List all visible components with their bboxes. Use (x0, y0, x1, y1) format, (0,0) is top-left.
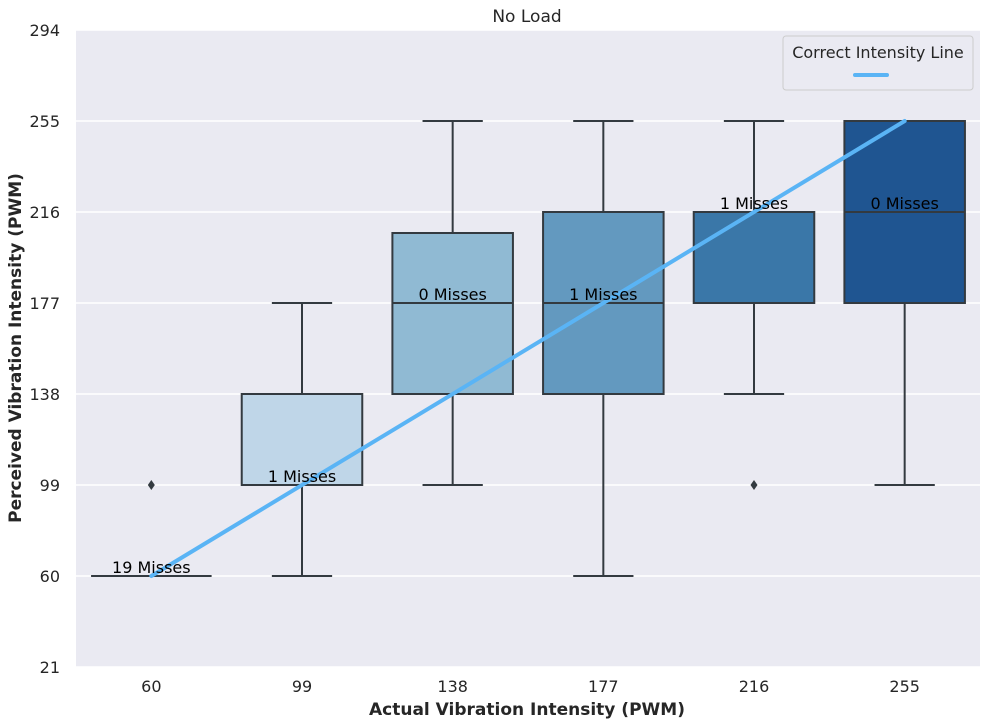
miss-annotations: 19 Misses 1 Misses 0 Misses 1 Misses 1 Misse… (112, 194, 939, 577)
box (692, 211, 816, 304)
misses-annotation: 1 Misses (268, 467, 336, 486)
misses-annotation: 0 Misses (870, 194, 938, 213)
box-group (391, 120, 514, 486)
y-tick-label: 99 (40, 476, 60, 495)
x-tick-label: 255 (889, 677, 920, 696)
y-tick-label: 216 (29, 203, 60, 222)
y-axis-label: Perceived Vibration Intensity (PWM) (6, 173, 26, 523)
misses-annotation: 19 Misses (112, 558, 191, 577)
y-tick-label: 21 (40, 658, 60, 677)
reference-line-group (149, 119, 907, 578)
legend-box (782, 35, 974, 91)
chart-title: No Load (492, 7, 561, 27)
y-tick-label: 60 (40, 567, 60, 586)
misses-annotation: 1 Misses (569, 285, 637, 304)
legend: Correct Intensity Line (782, 35, 974, 91)
x-tick-label: 138 (437, 677, 468, 696)
box (391, 232, 514, 395)
outlier-marker (147, 480, 155, 490)
box-group (843, 120, 966, 486)
x-axis-label: Actual Vibration Intensity (PWM) (369, 700, 685, 720)
box-group (692, 120, 816, 490)
x-tick-label: 99 (292, 677, 312, 696)
y-tick-label: 138 (29, 385, 60, 404)
x-tick-labels: 60 99 138 177 216 255 (141, 677, 920, 696)
misses-annotation: 0 Misses (418, 285, 486, 304)
x-tick-label: 60 (141, 677, 161, 696)
y-tick-label: 177 (29, 294, 60, 313)
x-tick-label: 177 (588, 677, 619, 696)
y-tick-labels: 21 60 99 138 177 216 255 294 (29, 21, 60, 677)
box (240, 393, 364, 486)
box-series (91, 120, 966, 577)
y-tick-label: 255 (29, 112, 60, 131)
x-tick-label: 216 (739, 677, 770, 696)
outlier-marker (750, 480, 758, 490)
correct-intensity-line (149, 119, 907, 578)
grid-lines (76, 29, 980, 668)
y-tick-label: 294 (29, 21, 60, 40)
legend-title: Correct Intensity Line (792, 43, 964, 62)
misses-annotation: 1 Misses (720, 194, 788, 213)
